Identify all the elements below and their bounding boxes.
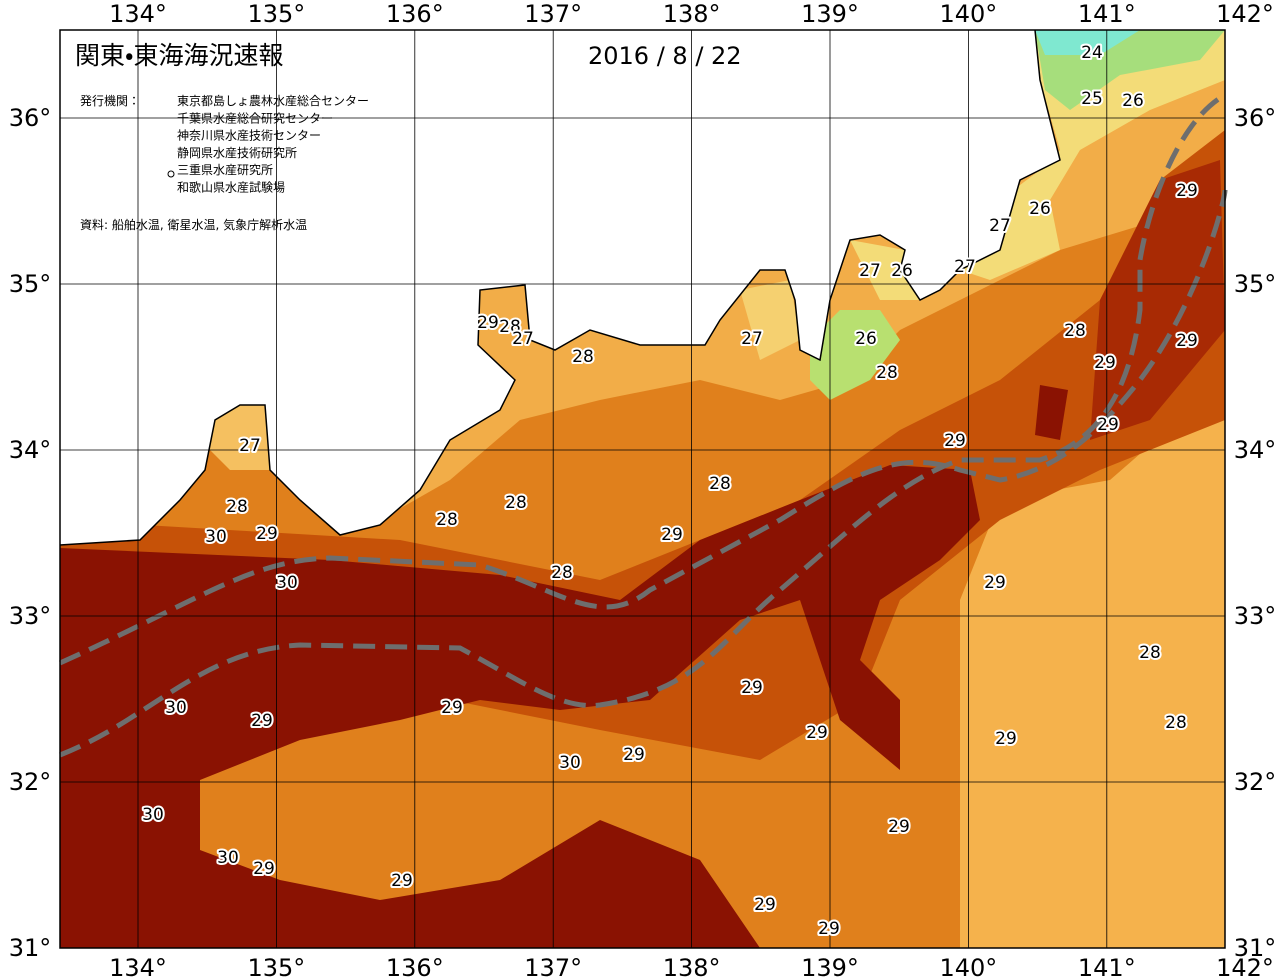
- contour-label: 29: [477, 313, 499, 333]
- contour-label: 29: [741, 678, 763, 698]
- contour-label: 28: [876, 363, 898, 383]
- contour-label: 30: [165, 698, 187, 718]
- contour-label: 30: [205, 527, 227, 547]
- agencies-label: 発行機関：: [80, 94, 140, 108]
- contour-label: 27: [512, 329, 534, 349]
- title: 関東・東海海況速報: [75, 41, 284, 70]
- lat-label: 35°: [1234, 270, 1277, 298]
- lat-label: 31°: [1234, 934, 1277, 962]
- agency: 三重県水産研究所: [177, 163, 273, 177]
- contour-label: 28: [226, 497, 248, 517]
- contour-label: 29: [441, 698, 463, 718]
- agency: 東京都島しょ農林水産総合センター: [177, 93, 369, 108]
- contour-label: 29: [256, 524, 278, 544]
- contour-label: 29: [1176, 331, 1198, 351]
- lon-label: 136°: [386, 0, 444, 28]
- lat-label: 36°: [9, 104, 52, 132]
- contour-label: 28: [505, 493, 527, 513]
- contour-label: 28: [551, 563, 573, 583]
- lon-label: 139°: [801, 0, 859, 28]
- marker: [167, 170, 175, 178]
- source: 資料: 船舶水温, 衛星水温, 気象庁解析水温: [80, 217, 307, 232]
- lat-label: 33°: [1234, 602, 1277, 630]
- lon-label: 134°: [109, 954, 167, 980]
- contour-label: 29: [1176, 181, 1198, 201]
- graticule: [60, 30, 1225, 948]
- coastline: [59, 29, 1061, 546]
- contour-label: 25: [1081, 89, 1103, 109]
- lon-label: 140°: [939, 0, 997, 28]
- contour-label: 26: [1122, 91, 1144, 111]
- contour-label: 29: [623, 745, 645, 765]
- lat-label: 35°: [9, 270, 52, 298]
- lon-label: 137°: [524, 954, 582, 980]
- kuroshio-axis: [58, 92, 1228, 758]
- lon-label: 140°: [939, 954, 997, 980]
- date: 2016 / 8 / 22: [588, 42, 742, 70]
- lon-label: 135°: [247, 0, 305, 28]
- contour-label: 27: [741, 329, 763, 349]
- contour-label: 28: [1064, 321, 1086, 341]
- contour-label: 29: [754, 895, 776, 915]
- contour-label: 29: [995, 729, 1017, 749]
- agency: 静岡県水産技術研究所: [177, 145, 297, 160]
- contour-label: 29: [1094, 353, 1116, 373]
- contour-label: 27: [859, 261, 881, 281]
- lat-label: 34°: [1234, 436, 1277, 464]
- contour-label: 24: [1081, 43, 1103, 63]
- agency: 和歌山県水産試験場: [177, 180, 285, 195]
- lat-label: 34°: [9, 436, 52, 464]
- lat-label: 33°: [9, 602, 52, 630]
- lat-label: 36°: [1234, 104, 1277, 132]
- lon-label: 136°: [386, 954, 444, 980]
- lat-label: 31°: [9, 934, 52, 962]
- contour-label: 30: [142, 805, 164, 825]
- lon-label: 138°: [663, 0, 721, 28]
- lon-label: 135°: [247, 954, 305, 980]
- contour-label: 28: [572, 347, 594, 367]
- contour-label: 28: [709, 474, 731, 494]
- contour-label: 29: [944, 431, 966, 451]
- contour-label: 29: [251, 711, 273, 731]
- lon-label: 139°: [801, 954, 859, 980]
- contour-label: 30: [559, 753, 581, 773]
- contour-label: 29: [253, 859, 275, 879]
- labels: 東京都島しょ農林水産総合センター千葉県水産総合研究センター神奈川県水産技術センタ…: [9, 0, 1277, 980]
- contour-label: 30: [217, 848, 239, 868]
- lon-label: 142°: [1216, 954, 1274, 980]
- contour-label: 26: [891, 261, 913, 281]
- agency: 神奈川県水産技術センター: [177, 128, 321, 143]
- lon-label: 141°: [1078, 954, 1136, 980]
- contour-label: 29: [391, 871, 413, 891]
- lon-label: 134°: [109, 0, 167, 28]
- contour-label: 28: [499, 317, 521, 337]
- contour-label: 27: [239, 436, 261, 456]
- map-frame: [59, 29, 1226, 949]
- contour-label: 29: [818, 919, 840, 939]
- lat-label: 32°: [9, 768, 52, 796]
- contour-label: 26: [1029, 199, 1051, 219]
- contour-label: 29: [661, 525, 683, 545]
- contour-label: 29: [984, 573, 1006, 593]
- lon-label: 138°: [663, 954, 721, 980]
- lat-label: 32°: [1234, 768, 1277, 796]
- contour-label: 26: [855, 329, 877, 349]
- contour-label: 28: [1165, 713, 1187, 733]
- contour-label: 28: [436, 510, 458, 530]
- agency: 千葉県水産総合研究センター: [177, 110, 333, 125]
- contour-label: 29: [888, 817, 910, 837]
- contour-label: 28: [1139, 643, 1161, 663]
- contour-label: 27: [954, 257, 976, 277]
- contour-label: 29: [806, 723, 828, 743]
- lon-label: 137°: [524, 0, 582, 28]
- contour-label: 29: [1097, 415, 1119, 435]
- lon-label: 141°: [1078, 0, 1136, 28]
- lon-label: 142°: [1216, 0, 1274, 28]
- contour-label: 27: [989, 216, 1011, 236]
- contour-label: 30: [276, 573, 298, 593]
